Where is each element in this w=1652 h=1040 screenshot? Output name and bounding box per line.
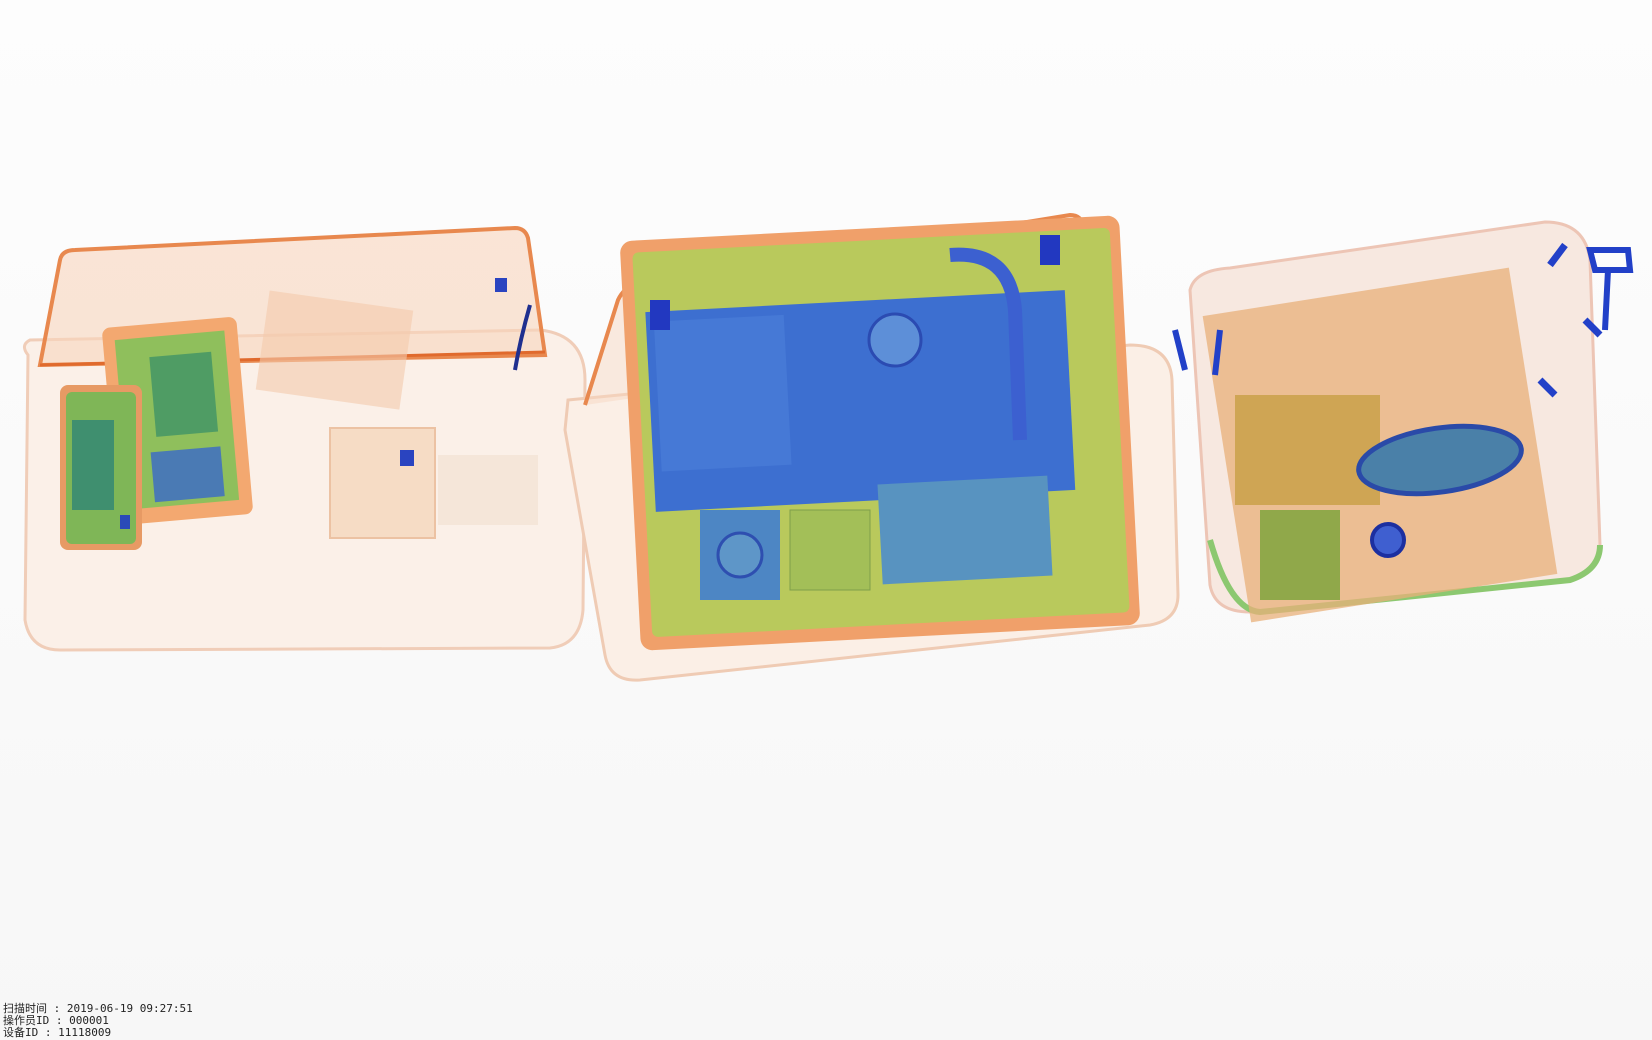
tray-3 bbox=[1172, 220, 1634, 623]
scan-info-line: 设备ID : 11118009 bbox=[3, 1025, 111, 1039]
scan-info-line: 扫描时间 : 2019-06-19 09:27:51 bbox=[3, 1001, 193, 1015]
tray-2 bbox=[563, 212, 1180, 682]
scan-info-line: 操作员ID : 000001 bbox=[3, 1013, 109, 1027]
tray-1 bbox=[23, 225, 587, 652]
